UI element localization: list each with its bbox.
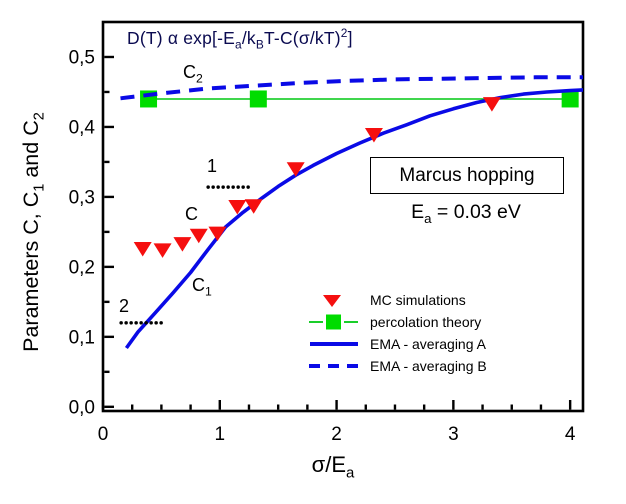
legend-label: EMA - averaging B bbox=[370, 358, 487, 374]
mc-triangle-marker bbox=[133, 241, 152, 257]
legend-item-percolation-theory: percolation theory bbox=[306, 311, 487, 333]
mc-triangle-marker bbox=[482, 97, 501, 112]
percolation-square-icon bbox=[309, 314, 358, 330]
y-tick-label: 0,1 bbox=[69, 327, 95, 348]
x-tick-label: 0 bbox=[98, 424, 109, 445]
formula-text: /k bbox=[241, 27, 256, 48]
formula-sub-a: a bbox=[235, 37, 242, 52]
series-line bbox=[124, 88, 584, 350]
curve-label-c: C bbox=[185, 204, 198, 224]
y-tick-label: 0,2 bbox=[69, 257, 95, 278]
legend-label: percolation theory bbox=[370, 314, 482, 330]
mc-triangle-marker bbox=[364, 127, 383, 143]
y-tick-label: 0,4 bbox=[69, 117, 96, 138]
x-tick-label: 4 bbox=[565, 424, 576, 445]
formula-text: T-C(σ/kT) bbox=[264, 27, 341, 48]
y-tick-label: 0,3 bbox=[69, 187, 95, 208]
mc-triangle-marker bbox=[153, 243, 172, 258]
annotation-label-2: 2 bbox=[119, 296, 130, 316]
legend-label: EMA - averaging A bbox=[370, 336, 486, 352]
legend-label: MC simulations bbox=[370, 292, 466, 308]
formula-sub-b: B bbox=[255, 37, 264, 52]
plot-title-formula: D(T) α exp[-Ea/kBT-C(σ/kT)2] bbox=[127, 26, 353, 51]
legend: MC simulations percolation theory EMA - … bbox=[306, 289, 487, 377]
mc-triangle-marker bbox=[228, 200, 247, 215]
marcus-hopping-label: Marcus hopping bbox=[399, 164, 535, 186]
curve-label-c2: C2 bbox=[183, 62, 203, 86]
dashed-line-icon bbox=[309, 364, 359, 368]
plot-frame bbox=[101, 20, 585, 413]
series-line bbox=[120, 75, 583, 101]
mc-triangle-marker bbox=[286, 162, 305, 177]
mc-triangle-marker bbox=[189, 228, 208, 244]
mc-triangle-icon bbox=[323, 295, 341, 307]
series-percolation-theory bbox=[140, 90, 579, 108]
percolation-square-marker bbox=[561, 90, 579, 108]
formula-text: D(T) α exp[-E bbox=[127, 27, 236, 48]
percolation-square-marker bbox=[249, 90, 267, 108]
y-tick-label: 0,0 bbox=[69, 397, 95, 418]
legend-item-ema-b: EMA - averaging B bbox=[306, 355, 487, 377]
formula-text: ] bbox=[347, 27, 353, 48]
formula-sup-2: 2 bbox=[340, 26, 348, 40]
solid-line-icon bbox=[310, 342, 358, 346]
legend-item-mc-simulations: MC simulations bbox=[306, 289, 487, 311]
series-ema-averaging-a bbox=[124, 88, 584, 350]
legend-item-ema-a: EMA - averaging A bbox=[306, 333, 487, 355]
mc-triangle-marker bbox=[244, 199, 263, 214]
series-ema-averaging-b bbox=[120, 75, 583, 101]
x-tick-label: 3 bbox=[448, 424, 459, 445]
activation-energy-label: Ea = 0.03 eV bbox=[411, 201, 521, 226]
x-axis-title: σ/Ea bbox=[311, 452, 355, 482]
marcus-hopping-box: Marcus hopping bbox=[370, 157, 564, 194]
curve-label-c1: C1 bbox=[192, 275, 212, 299]
annotation-label-1: 1 bbox=[207, 156, 218, 176]
x-tick-label: 1 bbox=[214, 424, 225, 445]
tick-labels: 0 1 2 3 4 0,0 0,1 0,2 0,3 0,4 0,5 bbox=[69, 47, 576, 445]
y-tick-label: 0,5 bbox=[69, 47, 95, 68]
axis-ticks bbox=[101, 55, 572, 410]
mc-triangle-marker bbox=[173, 237, 192, 252]
mc-triangle-marker bbox=[208, 226, 227, 242]
series-mc-simulations bbox=[133, 97, 501, 258]
x-tick-label: 2 bbox=[331, 424, 342, 445]
y-axis-title: Parameters C, C1 and C2 bbox=[19, 112, 48, 352]
